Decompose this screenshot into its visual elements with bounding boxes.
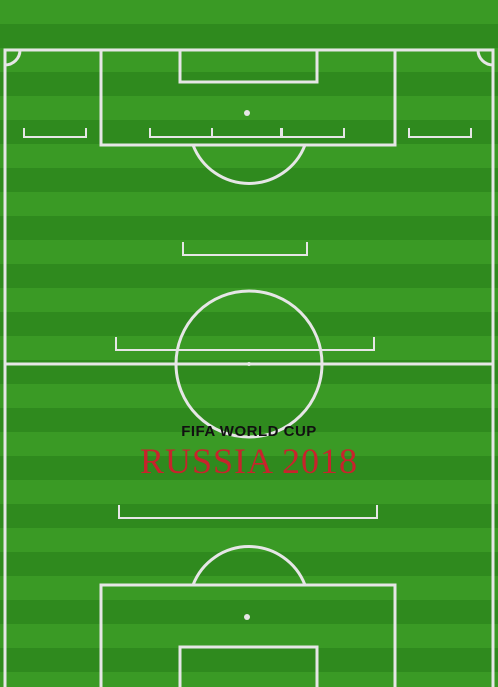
position-slot-defensive-midfield[interactable] xyxy=(118,505,378,519)
position-slot-attacking-midfield[interactable] xyxy=(182,242,308,256)
top-penalty-spot xyxy=(244,110,250,116)
position-slot-forward-center[interactable] xyxy=(212,128,282,138)
corner-arc-top-left xyxy=(4,49,22,67)
position-slot-forward-left[interactable] xyxy=(149,128,213,138)
position-slot-forward-right-wing[interactable] xyxy=(408,128,472,138)
russia-2018-logo-text: RUSSIA 2018 xyxy=(139,441,359,481)
bottom-penalty-area xyxy=(99,583,397,687)
center-spot xyxy=(247,362,251,366)
center-circle xyxy=(174,289,324,439)
bottom-penalty-arc xyxy=(191,545,307,586)
position-slot-midfield[interactable] xyxy=(115,337,375,351)
fifa-world-cup-title: FIFA WORLD CUP xyxy=(181,423,317,440)
position-slot-forward-right[interactable] xyxy=(281,128,345,138)
bottom-goal-area xyxy=(178,645,319,687)
top-goal-area xyxy=(178,48,319,84)
bottom-penalty-spot xyxy=(244,614,250,620)
top-penalty-arc xyxy=(191,144,307,185)
corner-arc-top-right xyxy=(476,49,494,67)
position-slot-forward-left-wing[interactable] xyxy=(23,128,87,138)
